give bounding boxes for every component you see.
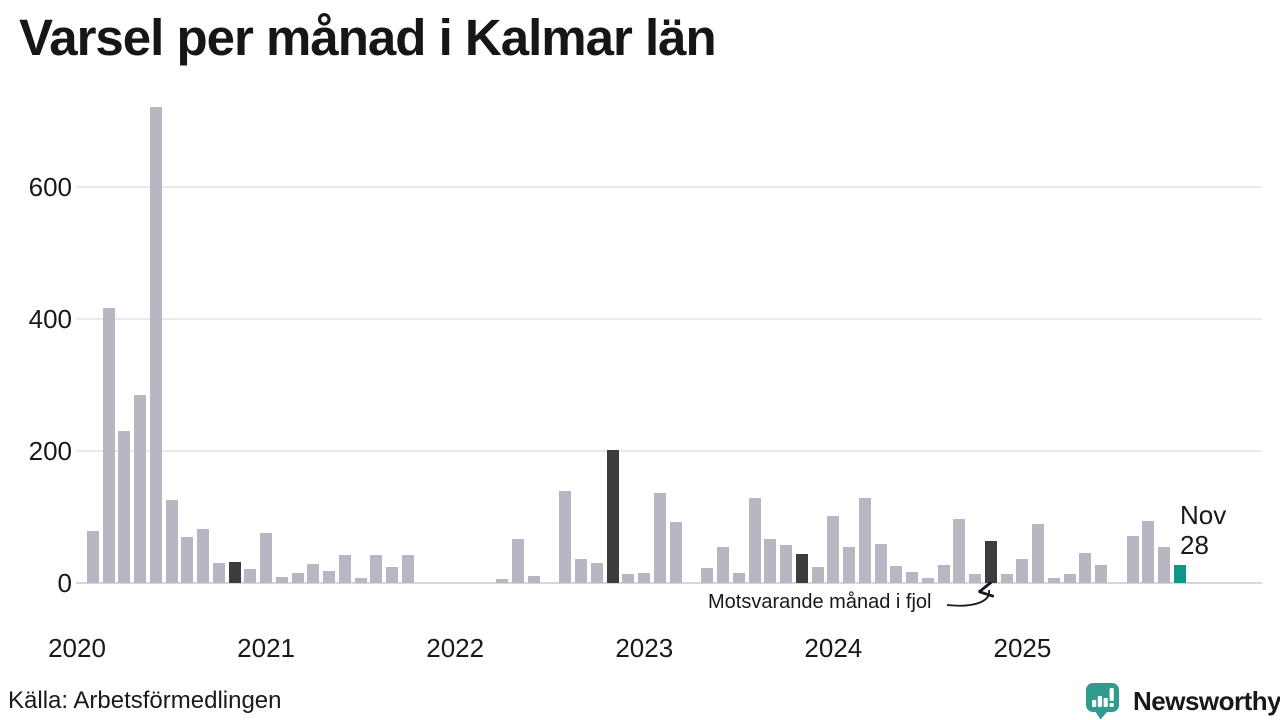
bar-2021-04 — [307, 563, 320, 583]
current-point-value: 28 — [1180, 530, 1209, 560]
bar-2024-10 — [969, 574, 982, 583]
bar-2022-09 — [575, 558, 588, 583]
bar-2022-04 — [496, 579, 509, 583]
bar-2020-06 — [149, 107, 162, 583]
bar-2025-02 — [1032, 524, 1045, 583]
bar-2025-10 — [1158, 547, 1171, 583]
bar-2025-03 — [1047, 577, 1060, 583]
x-tick-label-2022: 2022 — [426, 633, 485, 663]
bar-2024-04 — [874, 544, 887, 583]
gridline-600 — [76, 185, 1262, 188]
bar-2020-09 — [197, 528, 210, 583]
x-tick-label-2023: 2023 — [615, 633, 674, 663]
bar-2021-02 — [275, 577, 288, 583]
bar-2024-08 — [937, 565, 950, 583]
compare-annotation-label: Motsvarande månad i fjol — [708, 591, 932, 613]
bar-2024-07 — [921, 577, 934, 583]
bar-2022-10 — [590, 563, 603, 583]
bar-2024-06 — [906, 571, 919, 583]
y-tick-label-600: 600 — [28, 171, 72, 202]
gridline-0 — [76, 582, 1262, 584]
newsworthy-logo[interactable]: Newsworthy — [1084, 682, 1280, 720]
bar-2020-05 — [134, 394, 147, 583]
bar-2021-09 — [386, 567, 399, 583]
newsworthy-icon — [1086, 683, 1119, 720]
current-point-month: Nov — [1180, 500, 1227, 530]
bar-2024-03 — [858, 497, 871, 583]
bar-2021-07 — [354, 578, 367, 583]
bar-2020-10 — [212, 563, 225, 583]
bar-2020-02 — [86, 531, 99, 583]
bar-2023-11-fjol — [795, 553, 808, 583]
bar-2023-06 — [717, 546, 730, 583]
bar-2024-12 — [1000, 573, 1013, 583]
bar-2022-12 — [622, 573, 635, 583]
bar-2020-11-fjol — [228, 561, 241, 583]
bar-2023-09 — [764, 538, 777, 583]
bar-2020-04 — [118, 431, 131, 583]
bar-2021-01 — [260, 533, 273, 583]
x-tick-label-2025: 2025 — [993, 633, 1052, 663]
bar-2025-08 — [1126, 536, 1139, 583]
bar-2023-08 — [748, 498, 761, 583]
bar-2025-05 — [1079, 552, 1092, 583]
bar-2021-06 — [338, 555, 351, 583]
x-tick-label-2024: 2024 — [804, 633, 863, 663]
bar-2024-09 — [953, 518, 966, 583]
bar-2023-05 — [701, 567, 714, 583]
bar-2020-12 — [244, 569, 257, 583]
bar-2023-03 — [669, 522, 682, 583]
y-tick-label-400: 400 — [28, 303, 72, 334]
bar-2023-07 — [732, 573, 745, 583]
gridline-400 — [76, 317, 1262, 320]
bar-2025-09 — [1142, 520, 1155, 583]
chart-title: Varsel per månad i Kalmar län — [19, 9, 717, 66]
bar-2025-11-current — [1173, 564, 1186, 583]
bar-2020-07 — [165, 500, 178, 583]
bar-2020-03 — [102, 307, 115, 583]
bar-2022-06 — [527, 576, 540, 583]
y-tick-label-0: 0 — [57, 568, 72, 598]
bar-2022-05 — [512, 538, 525, 583]
current-point-label: Nov 28 — [1180, 500, 1226, 560]
gridline-200 — [76, 449, 1262, 452]
bar-2021-10 — [401, 554, 414, 583]
bar-2025-01 — [1016, 558, 1029, 583]
bar-2023-12 — [811, 566, 824, 583]
x-tick-label-2021: 2021 — [237, 633, 295, 663]
source-label: Källa: Arbetsförmedlingen — [8, 687, 282, 714]
bar-2023-01 — [638, 573, 651, 583]
bar-2021-08 — [370, 555, 383, 583]
x-tick-label-2020: 2020 — [48, 633, 106, 663]
bar-2024-05 — [890, 565, 903, 583]
newsworthy-wordmark: Newsworthy — [1133, 685, 1280, 716]
bar-2023-10 — [780, 545, 793, 583]
bar-2024-01 — [827, 515, 840, 583]
bar-2022-11-fjol — [606, 450, 619, 583]
bar-2025-04 — [1063, 573, 1076, 583]
bar-2024-02 — [843, 547, 856, 583]
bar-2022-08 — [559, 490, 572, 583]
bar-2024-11-fjol — [984, 540, 997, 583]
bar-2021-05 — [323, 571, 336, 583]
y-tick-label-200: 200 — [28, 435, 72, 466]
bar-2021-03 — [291, 573, 304, 583]
bar-2020-08 — [181, 537, 194, 583]
bar-2023-02 — [654, 492, 666, 583]
bar-2025-06 — [1095, 565, 1108, 583]
